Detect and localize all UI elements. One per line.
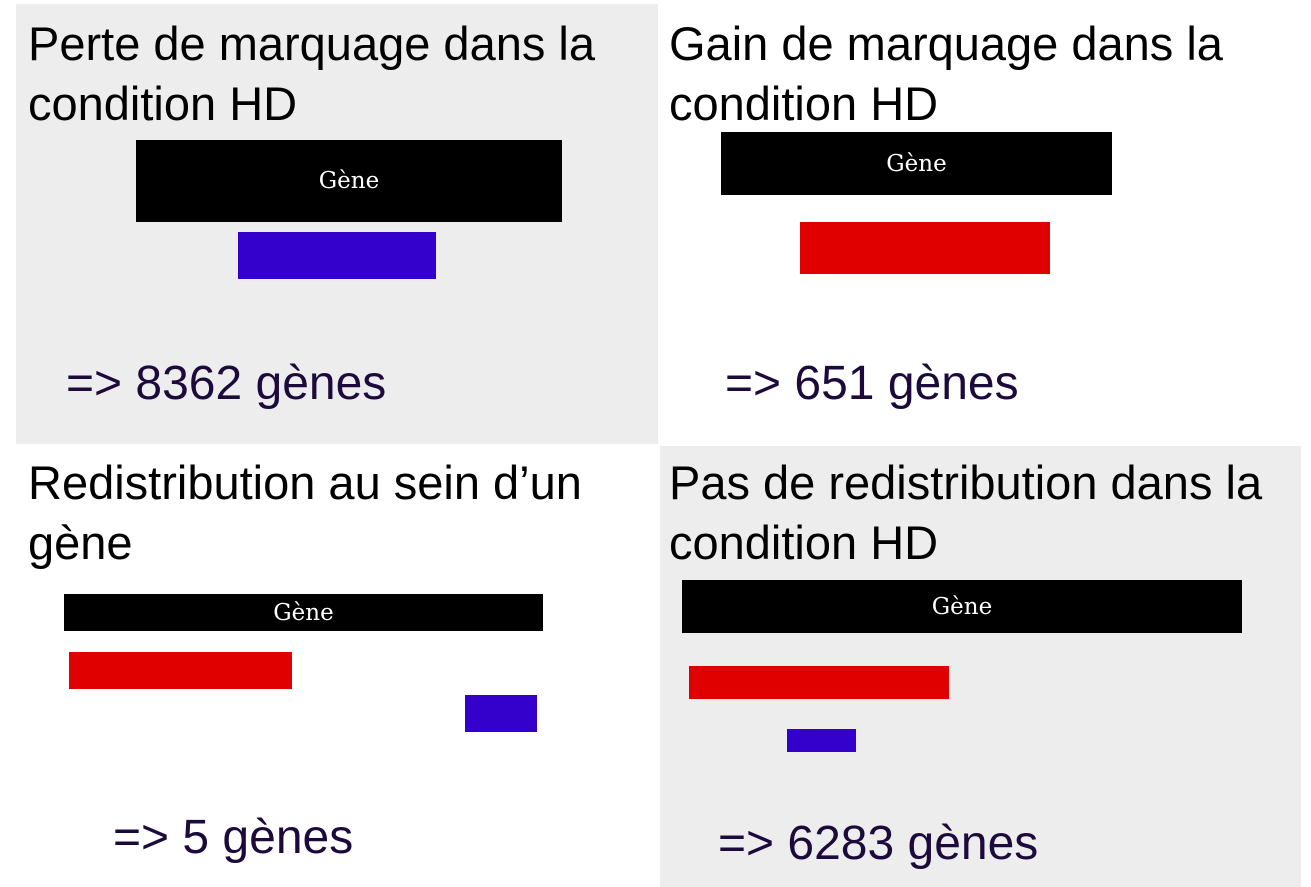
loss-signal-bar bbox=[238, 232, 436, 279]
gene-bar: Gène bbox=[136, 140, 562, 222]
panel-redistribution-title: Redistribution au sein d’un gène bbox=[28, 453, 628, 573]
gene-label: Gène bbox=[886, 150, 947, 177]
panel-no-redistribution-count: => 6283 gènes bbox=[718, 817, 1039, 870]
gain-signal-bar bbox=[69, 652, 292, 689]
panel-gain-count: => 651 gènes bbox=[725, 357, 1019, 410]
loss-signal-bar bbox=[787, 729, 856, 752]
panel-loss-background bbox=[16, 4, 658, 444]
panel-redistribution-title-text: Redistribution au sein d’un gène bbox=[28, 456, 582, 569]
gain-signal-bar bbox=[800, 222, 1050, 274]
gene-bar: Gène bbox=[721, 132, 1112, 195]
panel-gain-title: Gain de marquage dans la condition HD bbox=[669, 14, 1289, 134]
panel-redistribution-count: => 5 gènes bbox=[113, 811, 354, 864]
gene-label: Gène bbox=[273, 599, 334, 626]
panel-loss-count: => 8362 gènes bbox=[66, 357, 387, 410]
gain-signal-bar bbox=[689, 666, 949, 699]
panel-no-redistribution-title-text: Pas de redistribution dans la condition … bbox=[669, 456, 1263, 569]
gene-bar: Gène bbox=[682, 580, 1242, 633]
panel-loss-title: Perte de marquage dans la condition HD bbox=[28, 14, 648, 134]
gene-label: Gène bbox=[318, 168, 380, 194]
panel-no-redistribution-title: Pas de redistribution dans la condition … bbox=[669, 453, 1269, 573]
panel-loss-title-text: Perte de marquage dans la condition HD bbox=[28, 17, 595, 130]
gene-bar: Gène bbox=[64, 594, 543, 631]
panel-gain-title-text: Gain de marquage dans la condition HD bbox=[669, 17, 1223, 130]
gene-label: Gène bbox=[931, 593, 993, 620]
loss-signal-bar bbox=[465, 695, 537, 732]
